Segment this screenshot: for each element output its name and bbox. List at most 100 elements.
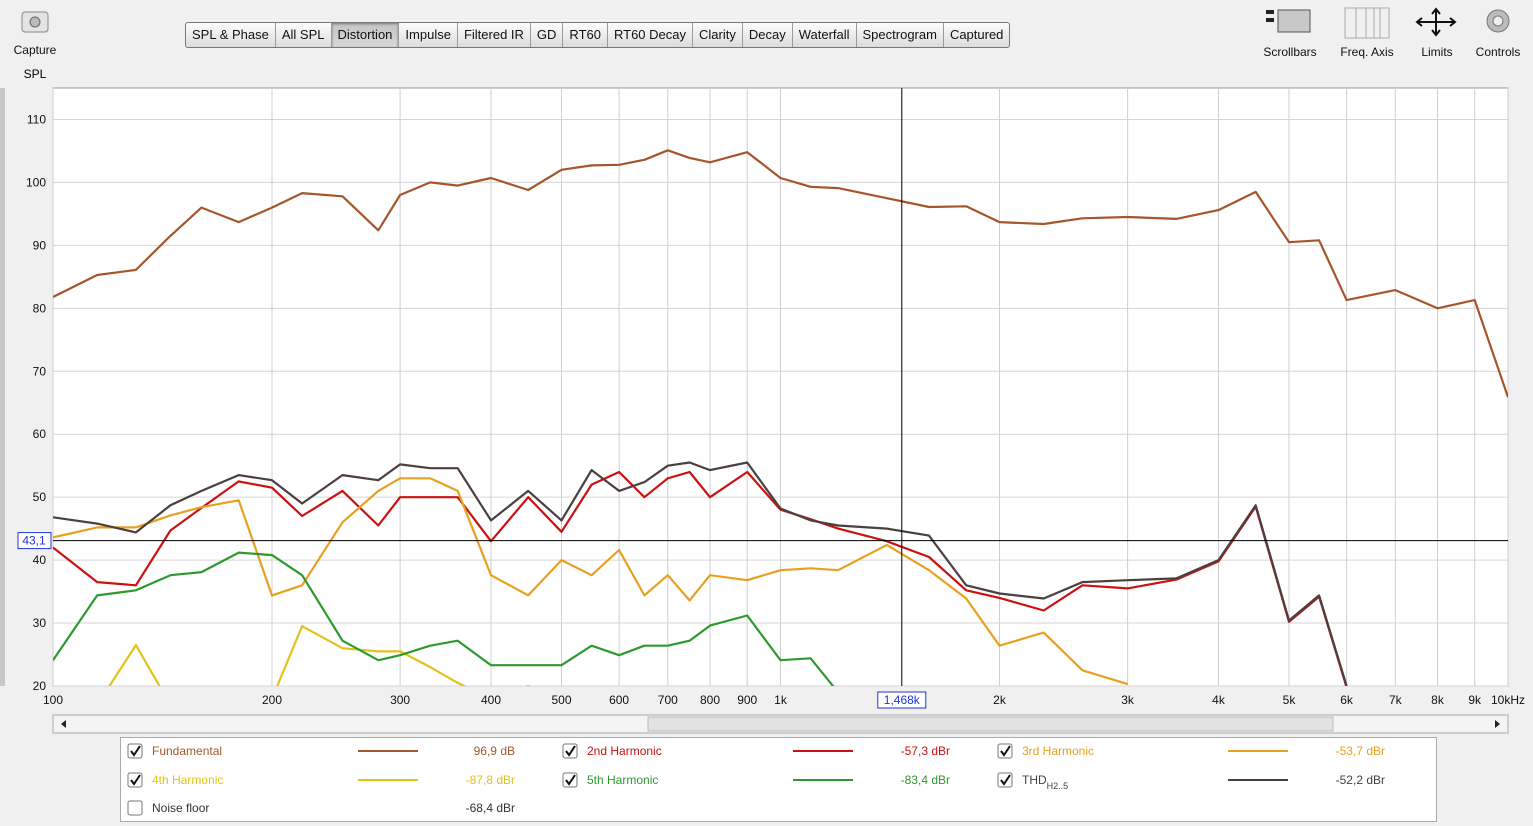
tool-label[interactable]: Scrollbars xyxy=(1263,45,1317,59)
x-tick-label: 7k xyxy=(1389,693,1403,707)
series-line xyxy=(108,625,532,686)
view-tab[interactable]: RT60 xyxy=(563,23,608,47)
series-line xyxy=(53,461,1348,686)
y-tick-label: 60 xyxy=(33,427,47,441)
legend-name: 3rd Harmonic xyxy=(1022,744,1094,758)
series-line xyxy=(53,551,835,686)
view-tab[interactable]: SPL & Phase xyxy=(186,23,276,47)
series-line xyxy=(53,477,1128,686)
view-tab[interactable]: All SPL xyxy=(276,23,332,47)
view-tab[interactable]: Decay xyxy=(743,23,793,47)
checkbox[interactable] xyxy=(562,743,578,759)
checkbox-tick xyxy=(130,774,141,786)
view-tab[interactable]: Filtered IR xyxy=(458,23,531,47)
x-tick-label: 400 xyxy=(481,693,501,707)
scrollbars-icon[interactable] xyxy=(1277,9,1311,33)
checkbox-box xyxy=(127,800,143,816)
x-tick-label: 100 xyxy=(43,693,63,707)
x-tick-label: 500 xyxy=(551,693,571,707)
checkbox-tick xyxy=(130,745,141,757)
checkbox[interactable] xyxy=(127,800,143,816)
checkbox-tick xyxy=(565,745,576,757)
y-tick-label: 40 xyxy=(33,553,47,567)
legend-readout: -53,7 dBr xyxy=(1336,744,1385,758)
x-tick-label: 5k xyxy=(1283,693,1297,707)
checkbox[interactable] xyxy=(997,772,1013,788)
legend-readout: -83,4 dBr xyxy=(901,773,950,787)
legend-name: Noise floor xyxy=(152,801,209,815)
legend-items: Fundamental 96,9 dB 2nd Harmonic -57,3 dBr 3… xyxy=(127,743,1385,816)
checkbox-tick xyxy=(1000,774,1011,786)
view-tab[interactable]: Waterfall xyxy=(793,23,857,47)
legend-name: THDH2..5 xyxy=(1022,773,1068,791)
y-tick-label: 30 xyxy=(33,616,47,630)
checkbox[interactable] xyxy=(127,743,143,759)
x-tick-label: 200 xyxy=(262,693,282,707)
legend-readout: -52,2 dBr xyxy=(1336,773,1385,787)
y-axis-label: SPL xyxy=(24,67,47,81)
legend-name-text: 4th Harmonic xyxy=(152,773,223,787)
x-tick-label: 800 xyxy=(700,693,720,707)
x-tick-label: 10kHz xyxy=(1491,693,1525,707)
checkbox[interactable] xyxy=(127,772,143,788)
tool-icons xyxy=(1266,7,1510,39)
cursor-y-label: 43,1 xyxy=(22,534,46,548)
legend-name: 5th Harmonic xyxy=(587,773,658,787)
view-tabs: SPL & Phase All SPL Distortion Impulse Filte… xyxy=(185,22,1011,48)
freq-axis-icon[interactable] xyxy=(1344,7,1390,39)
cursor-y-box xyxy=(17,532,52,550)
x-tick-label: 900 xyxy=(737,693,757,707)
capture-icon[interactable] xyxy=(18,8,54,36)
view-tab[interactable]: GD xyxy=(531,23,564,47)
checkbox[interactable] xyxy=(562,772,578,788)
view-tab[interactable]: Distortion xyxy=(331,23,400,47)
view-tab[interactable]: Spectrogram xyxy=(857,23,944,47)
controls-icon[interactable] xyxy=(1486,9,1510,33)
checkbox-tick xyxy=(1000,745,1011,757)
x-tick-label: 6k xyxy=(1340,693,1354,707)
cursor-x-box xyxy=(877,691,927,709)
capture-label[interactable]: Capture xyxy=(13,43,57,57)
legend-name-text: Noise floor xyxy=(152,801,209,815)
cursor-x-label: 1,468k xyxy=(884,693,921,707)
y-tick-label: 50 xyxy=(33,490,47,504)
x-tick-label: 300 xyxy=(390,693,410,707)
legend-name: 2nd Harmonic xyxy=(587,744,662,758)
x-tick-label: 9k xyxy=(1468,693,1482,707)
y-tick-label: 70 xyxy=(33,364,47,378)
legend-name-text: Fundamental xyxy=(152,744,222,758)
legend-readout: -87,8 dBr xyxy=(466,773,515,787)
y-tick-label: 20 xyxy=(33,679,47,693)
tool-label[interactable]: Controls xyxy=(1475,45,1521,59)
view-tab[interactable]: Captured xyxy=(949,27,1004,42)
x-tick-label: 3k xyxy=(1121,693,1135,707)
view-tab[interactable]: Impulse xyxy=(399,23,458,47)
x-tick-label: 700 xyxy=(658,693,678,707)
y-tick-label: 110 xyxy=(27,112,46,126)
tool-label[interactable]: Freq. Axis xyxy=(1340,45,1394,59)
tool-label[interactable]: Limits xyxy=(1421,45,1453,59)
legend-subscript: H2..5 xyxy=(1047,781,1069,791)
legend-readout: -57,3 dBr xyxy=(901,744,950,758)
legend-name-text: 2nd Harmonic xyxy=(587,744,662,758)
legend: Fundamental 96,9 dB 2nd Harmonic -57,3 dBr 3… xyxy=(120,737,1437,822)
legend-readout: 96,9 dB xyxy=(474,744,515,758)
x-tick-label: 600 xyxy=(609,693,629,707)
y-tick-label: 90 xyxy=(33,238,47,252)
checkbox[interactable] xyxy=(997,743,1013,759)
legend-name: Fundamental xyxy=(152,744,222,758)
legend-readout: -68,4 dBr xyxy=(466,801,515,815)
legend-name: 4th Harmonic xyxy=(152,773,223,787)
view-tab[interactable]: Clarity xyxy=(693,23,743,47)
checkbox-tick xyxy=(565,774,576,786)
x-tick-label: 1k xyxy=(774,693,788,707)
series-line xyxy=(53,149,1508,398)
limits-icon[interactable] xyxy=(1415,7,1457,37)
view-tab[interactable]: RT60 Decay xyxy=(608,23,693,47)
scrollbar[interactable] xyxy=(52,714,1509,734)
legend-name-text: 3rd Harmonic xyxy=(1022,744,1094,758)
y-tick-label: 100 xyxy=(26,175,46,189)
chart: SPL 20 30 40 50 60 70 80 90 100 110 100 200 300 400 50… xyxy=(0,67,1525,734)
series-line xyxy=(53,470,1348,686)
